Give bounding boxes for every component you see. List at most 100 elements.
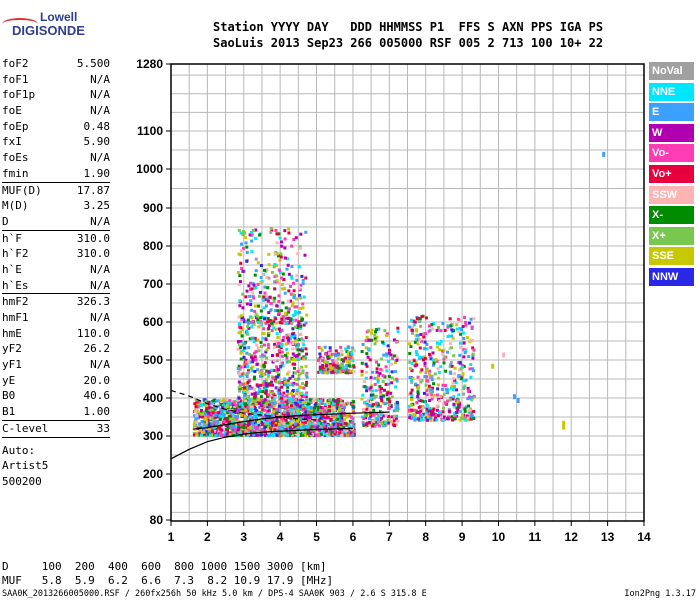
- ionogram-echo-point: [293, 417, 297, 421]
- ionogram-echo-point: [286, 383, 290, 387]
- ionogram-echo-point: [234, 408, 238, 412]
- ionogram-echo-point: [332, 411, 336, 415]
- ionogram-echo-point: [288, 333, 292, 337]
- ionogram-echo-point: [339, 428, 343, 432]
- ionogram-echo-point: [300, 347, 304, 351]
- ionogram-echo-point: [456, 400, 460, 404]
- ionogram-echo-point: [409, 403, 413, 407]
- ionogram-echo-point: [238, 367, 242, 371]
- ionogram-echo-point: [266, 434, 270, 438]
- ionogram-echo-point: [423, 400, 427, 404]
- y-tick-label: 200: [143, 467, 163, 481]
- ionogram-echo-point: [340, 362, 344, 366]
- ionogram-echo-point: [459, 377, 463, 381]
- param-row-ye: yE 20.0: [2, 373, 110, 389]
- ionogram-echo-point: [513, 394, 517, 400]
- ionogram-echo-point: [429, 407, 433, 411]
- ionogram-echo-point: [217, 411, 221, 415]
- ionogram-echo-point: [344, 356, 348, 360]
- ionogram-echo-point: [263, 433, 267, 437]
- ionogram-echo-point: [283, 316, 287, 320]
- ionogram-echo-point: [239, 351, 243, 355]
- ionogram-echo-point: [395, 414, 399, 418]
- param-row-mufd: MUF(D) 17.87: [2, 183, 110, 199]
- ionogram-echo-point: [266, 343, 270, 347]
- ionogram-echo-point: [291, 347, 295, 351]
- ionogram-echo-point: [257, 423, 261, 427]
- ionogram-echo-point: [281, 380, 285, 384]
- ionogram-echo-point: [414, 382, 418, 386]
- ionogram-echo-point: [427, 324, 431, 328]
- ionogram-echo-point: [246, 360, 250, 364]
- ionogram-echo-point: [242, 426, 246, 430]
- ionogram-echo-point: [337, 414, 341, 418]
- ionogram-echo-point: [385, 352, 389, 356]
- ionogram-echo-point: [341, 365, 345, 369]
- ionogram-echo-point: [267, 311, 271, 315]
- param-name: MUF(D): [2, 183, 42, 197]
- ionogram-echo-point: [305, 380, 309, 384]
- ionogram-echo-point: [395, 423, 399, 427]
- ionogram-echo-point: [204, 425, 208, 429]
- ionogram-echo-point: [379, 396, 383, 400]
- ionogram-echo-point: [230, 426, 234, 430]
- ionogram-echo-point: [395, 358, 399, 362]
- legend-item-nnw: NNW: [649, 267, 694, 286]
- ionogram-echo-point: [239, 340, 243, 344]
- ionogram-echo-point: [469, 375, 473, 379]
- ionogram-echo-point: [427, 384, 431, 388]
- ionogram-echo-point: [304, 427, 308, 431]
- header-line-2: SaoLuis 2013 Sep23 266 005000 RSF 005 2 …: [213, 36, 604, 50]
- ionogram-echo-point: [472, 409, 476, 413]
- ionogram-echo-point: [261, 428, 265, 432]
- ionogram-echo-point: [249, 281, 253, 285]
- ionogram-echo-point: [253, 404, 257, 408]
- ionogram-echo-point: [256, 320, 260, 324]
- ionogram-echo-point: [206, 414, 210, 418]
- ionogram-echo-point: [270, 425, 274, 429]
- ionogram-echo-point: [375, 421, 379, 425]
- ionogram-echo-point: [292, 237, 296, 241]
- ionogram-echo-point: [371, 393, 375, 397]
- ionogram-echo-point: [408, 325, 412, 329]
- ionogram-echo-point: [457, 393, 461, 397]
- ionogram-echo-point: [253, 336, 257, 340]
- param-name: yF1: [2, 358, 22, 372]
- ionogram-echo-point: [231, 416, 235, 420]
- ionogram-echo-point: [226, 424, 230, 428]
- ionogram-echo-point: [193, 414, 197, 418]
- ionogram-echo-point: [413, 364, 417, 368]
- ionogram-echo-point: [562, 424, 566, 430]
- param-name: M(D): [2, 199, 29, 213]
- ionogram-echo-point: [318, 419, 322, 423]
- ionogram-echo-point: [236, 415, 240, 419]
- ionogram-echo-point: [436, 376, 440, 380]
- ionogram-echo-point: [439, 329, 443, 333]
- ionogram-echo-point: [378, 404, 382, 408]
- ionogram-echo-point: [228, 420, 232, 424]
- ionogram-echo-point: [368, 417, 372, 421]
- ionogram-echo-point: [253, 369, 257, 373]
- ionogram-echo-point: [195, 400, 199, 404]
- ionogram-echo-point: [269, 401, 273, 405]
- ionogram-echo-point: [336, 370, 340, 374]
- ionogram-echo-point: [392, 414, 396, 418]
- ionogram-echo-point: [244, 340, 248, 344]
- ionogram-echo-point: [316, 411, 320, 415]
- ionogram-echo-point: [346, 354, 350, 358]
- ionogram-echo-point: [247, 428, 251, 432]
- ionogram-echo-point: [195, 420, 199, 424]
- ionogram-echo-point: [332, 422, 336, 426]
- ionogram-echo-point: [252, 228, 256, 232]
- ionogram-echo-point: [277, 400, 281, 404]
- ionogram-echo-point: [384, 382, 388, 386]
- ionogram-echo-point: [198, 415, 202, 419]
- ionogram-echo-point: [225, 429, 229, 433]
- ionogram-echo-point: [450, 346, 454, 350]
- ionogram-echo-point: [456, 408, 460, 412]
- ionogram-echo-point: [413, 408, 417, 412]
- ionogram-echo-point: [364, 376, 368, 380]
- ionogram-echo-point: [467, 395, 471, 399]
- ionogram-echo-point: [235, 407, 239, 411]
- ionogram-echo-point: [441, 353, 445, 357]
